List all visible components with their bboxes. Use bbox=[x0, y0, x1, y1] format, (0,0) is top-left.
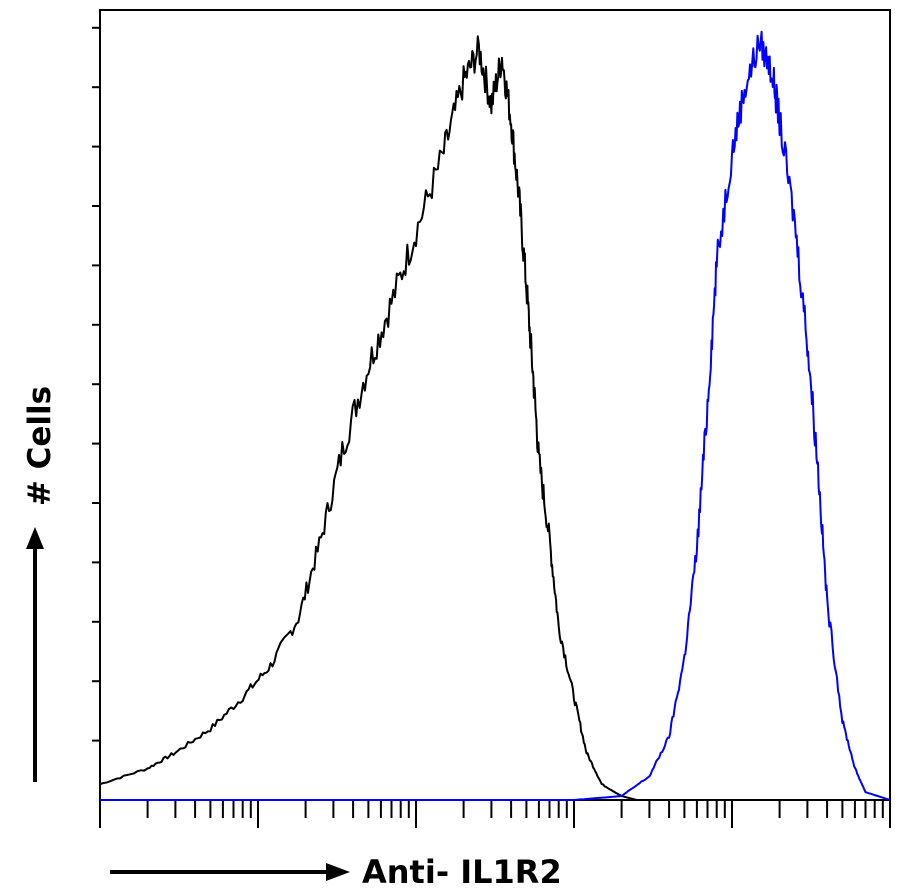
y-axis-ticks bbox=[92, 26, 100, 742]
histogram-series-blue bbox=[100, 30, 891, 801]
series-layer bbox=[99, 30, 891, 801]
plot-frame bbox=[99, 9, 891, 801]
histogram-series-black bbox=[99, 35, 670, 801]
y-axis-label: # Cells bbox=[22, 386, 58, 506]
x-axis-arrow-head bbox=[326, 863, 350, 881]
y-axis-arrow-head bbox=[26, 527, 44, 549]
x-axis-label: Anti- IL1R2 bbox=[362, 853, 562, 889]
x-axis-ticks bbox=[99, 800, 891, 828]
